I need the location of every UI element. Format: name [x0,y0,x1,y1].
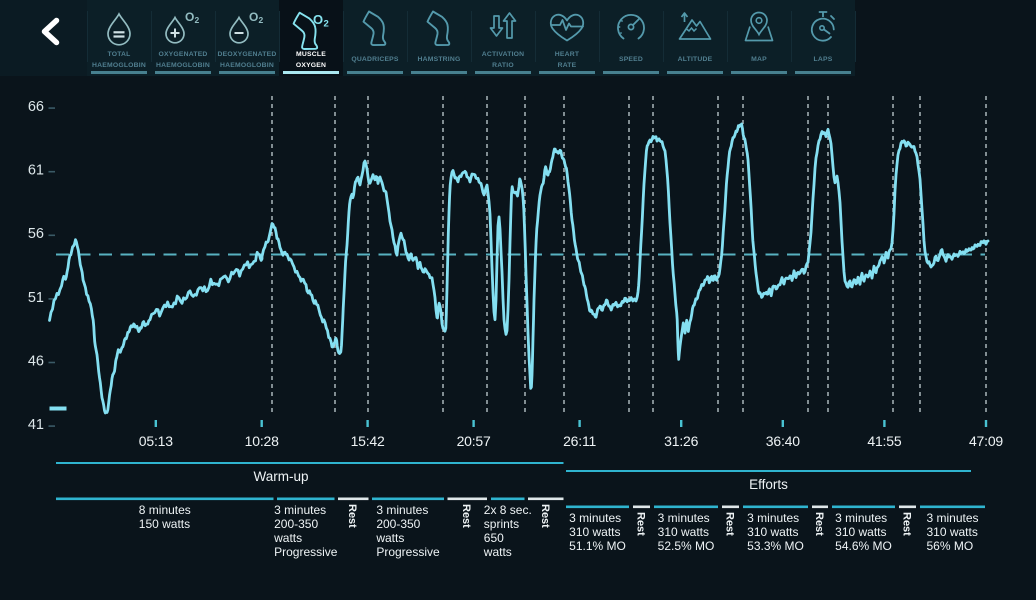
svg-text:51: 51 [28,290,44,306]
svg-text:15:42: 15:42 [351,433,385,449]
svg-text:41:55: 41:55 [867,433,901,449]
svg-text:66: 66 [28,99,44,115]
svg-text:31:26: 31:26 [664,433,698,449]
svg-text:O: O [249,10,258,24]
svg-text:2: 2 [259,15,264,25]
svg-text:2: 2 [195,15,200,25]
svg-text:05:13: 05:13 [139,433,173,449]
svg-text:26:11: 26:11 [563,433,596,449]
svg-text:20:57: 20:57 [457,433,491,449]
svg-text:O: O [185,10,194,24]
svg-text:46: 46 [28,353,44,369]
svg-text:56: 56 [28,226,44,242]
svg-text:61: 61 [28,163,44,179]
svg-text:O: O [313,12,323,27]
svg-text:2: 2 [324,19,329,30]
svg-text:47:09: 47:09 [969,433,1003,449]
svg-text:36:40: 36:40 [766,433,800,449]
svg-text:10:28: 10:28 [245,433,279,449]
svg-text:41: 41 [28,417,44,433]
